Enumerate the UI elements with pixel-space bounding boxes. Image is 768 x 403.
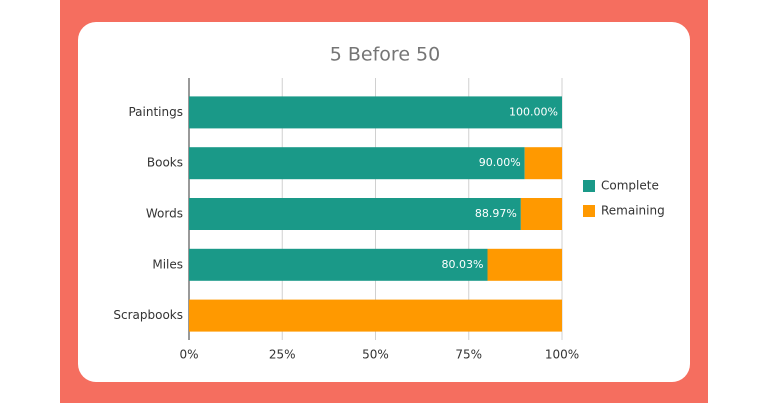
y-tick-label: Words bbox=[146, 207, 183, 221]
legend-label: Remaining bbox=[601, 204, 665, 218]
x-tick-label: 50% bbox=[362, 348, 389, 362]
x-tick-label: 0% bbox=[179, 348, 198, 362]
bar bbox=[487, 248, 562, 281]
value-label: 100.00% bbox=[509, 105, 558, 118]
legend-swatch bbox=[583, 180, 595, 192]
y-tick-label: Books bbox=[147, 156, 183, 170]
value-label: 88.97% bbox=[475, 207, 517, 220]
x-tick-label: 75% bbox=[455, 348, 482, 362]
x-tick-label: 25% bbox=[269, 348, 296, 362]
legend-swatch bbox=[583, 205, 595, 217]
value-label: 80.03% bbox=[442, 258, 484, 271]
x-tick-label: 100% bbox=[545, 348, 579, 362]
bar bbox=[189, 299, 562, 332]
y-tick-label: Miles bbox=[152, 257, 183, 271]
y-tick-label: Paintings bbox=[128, 105, 183, 119]
y-tick-label: Scrapbooks bbox=[113, 308, 183, 322]
legend-label: Complete bbox=[601, 179, 659, 193]
bar bbox=[189, 198, 521, 230]
bar bbox=[520, 198, 562, 230]
bar bbox=[189, 147, 525, 180]
chart-title: 5 Before 50 bbox=[330, 44, 440, 66]
bar bbox=[189, 96, 562, 129]
bar bbox=[524, 147, 562, 180]
bar bbox=[189, 248, 488, 281]
value-label: 90.00% bbox=[479, 156, 521, 169]
